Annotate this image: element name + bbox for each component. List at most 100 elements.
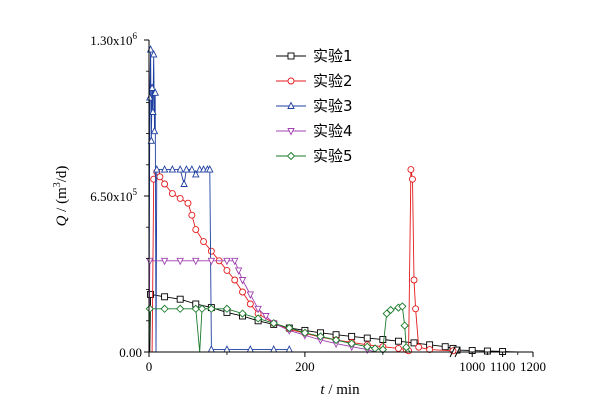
series-4-point xyxy=(246,291,255,299)
series-4-point xyxy=(234,267,243,275)
series-4-line-1 xyxy=(148,260,376,353)
legend-marker xyxy=(286,151,296,161)
legend-item-5: 实验5 xyxy=(276,147,353,165)
series-3-point xyxy=(147,136,156,144)
series-3-point xyxy=(285,345,294,353)
series-4-point xyxy=(223,257,231,266)
series-3-point xyxy=(182,165,191,173)
series-3-point xyxy=(153,165,161,173)
series-5-point xyxy=(316,332,325,341)
series-5-point xyxy=(386,305,395,315)
series-1-point xyxy=(348,332,356,340)
series-2-point xyxy=(184,199,192,207)
legend-item-2: 实验2 xyxy=(276,72,353,90)
series-2-point xyxy=(231,276,239,284)
series-3-line-1 xyxy=(148,49,290,353)
series-3-point xyxy=(207,345,216,353)
series-1-point xyxy=(379,336,387,343)
series-3-point xyxy=(223,345,231,353)
series-5-point xyxy=(331,335,341,345)
x-tick-label: 1100 xyxy=(490,359,516,374)
series-3-point xyxy=(206,165,214,173)
series-5-point xyxy=(402,343,411,352)
y-tick-label: 0.00 xyxy=(119,345,142,360)
series-4-point xyxy=(176,257,184,266)
series-5-point xyxy=(207,304,216,313)
series-2-point xyxy=(161,180,169,188)
series-5-point xyxy=(347,339,356,348)
series-4-point xyxy=(254,305,262,314)
series-5-point xyxy=(191,304,200,313)
series-5-point xyxy=(398,302,407,311)
series-3-point xyxy=(150,126,159,135)
x-tick-label: 0 xyxy=(146,359,153,374)
series-1-point xyxy=(441,343,449,351)
series-4-point xyxy=(207,257,216,266)
legend-item-1: 实验1 xyxy=(276,47,353,65)
series-3-point xyxy=(180,179,188,187)
series-1-point xyxy=(394,337,402,345)
series-2-point xyxy=(207,247,215,255)
series-5-point xyxy=(285,323,294,333)
series-3-point xyxy=(168,165,177,173)
series-5-point xyxy=(238,309,247,318)
series-3-point xyxy=(188,165,196,173)
series-2-point xyxy=(415,343,423,351)
legend-marker xyxy=(287,101,295,109)
series-1-point xyxy=(363,334,371,342)
axis-break-mark xyxy=(454,346,461,358)
series-1-point xyxy=(161,293,169,301)
legend-marker xyxy=(287,52,295,60)
series-4-point xyxy=(146,257,154,266)
series-4-point xyxy=(231,257,239,266)
legend: 实验1 实验2 实验3 实验4 实验5 xyxy=(276,47,353,165)
legend-marker xyxy=(287,128,295,136)
x-tick-label: 200 xyxy=(295,359,315,374)
series-1-point xyxy=(176,295,184,303)
series-3-point xyxy=(146,45,155,53)
series-3-point xyxy=(192,169,200,178)
series-5-point xyxy=(253,314,263,323)
legend-item-3: 实验3 xyxy=(276,97,353,115)
series-2-point xyxy=(176,194,184,202)
series-5-point xyxy=(300,328,310,337)
x-tick-label: 1200 xyxy=(520,359,546,374)
series-5-point xyxy=(176,304,185,313)
series-2-point xyxy=(394,344,402,352)
series-5-point xyxy=(269,319,278,328)
series-3-point xyxy=(149,49,158,58)
series-5-point xyxy=(400,321,409,330)
series-2-point xyxy=(407,166,415,174)
y-axis-title: Q / (m3/d) xyxy=(52,166,70,227)
axes: 0.00 6.50x105 1.30x106 0 200 1000 1100 1200 t / … xyxy=(52,31,546,398)
series-4-point xyxy=(262,313,270,321)
series-5-point xyxy=(197,304,207,313)
series-2-point xyxy=(239,288,246,296)
series-3-point xyxy=(146,93,154,101)
series-2-point xyxy=(410,276,418,284)
series-2-point xyxy=(156,173,164,181)
x-tick-label: 1000 xyxy=(459,359,485,374)
series-5-point xyxy=(222,304,232,313)
legend-label: 实验5 xyxy=(313,147,353,165)
series-3-point xyxy=(246,345,255,353)
series-5 xyxy=(145,302,411,354)
series-4-point xyxy=(192,257,200,266)
y-tick-label: 1.30x106 xyxy=(90,31,137,48)
series-3-point xyxy=(149,107,157,115)
series-2-point xyxy=(409,175,416,183)
series-3 xyxy=(146,45,294,353)
series-3-point xyxy=(151,88,159,96)
series-3-point xyxy=(160,165,169,173)
legend-label: 实验1 xyxy=(313,47,353,65)
series-2-point xyxy=(223,266,231,274)
legend-label: 实验3 xyxy=(313,97,353,115)
series-4-point xyxy=(238,277,247,285)
series-1-point xyxy=(147,290,155,298)
legend-label: 实验2 xyxy=(313,72,353,90)
series-5-point xyxy=(160,304,169,313)
series-1-point xyxy=(410,339,418,347)
series-2-point xyxy=(168,190,176,198)
y-tick-label: 6.50x105 xyxy=(90,187,137,204)
